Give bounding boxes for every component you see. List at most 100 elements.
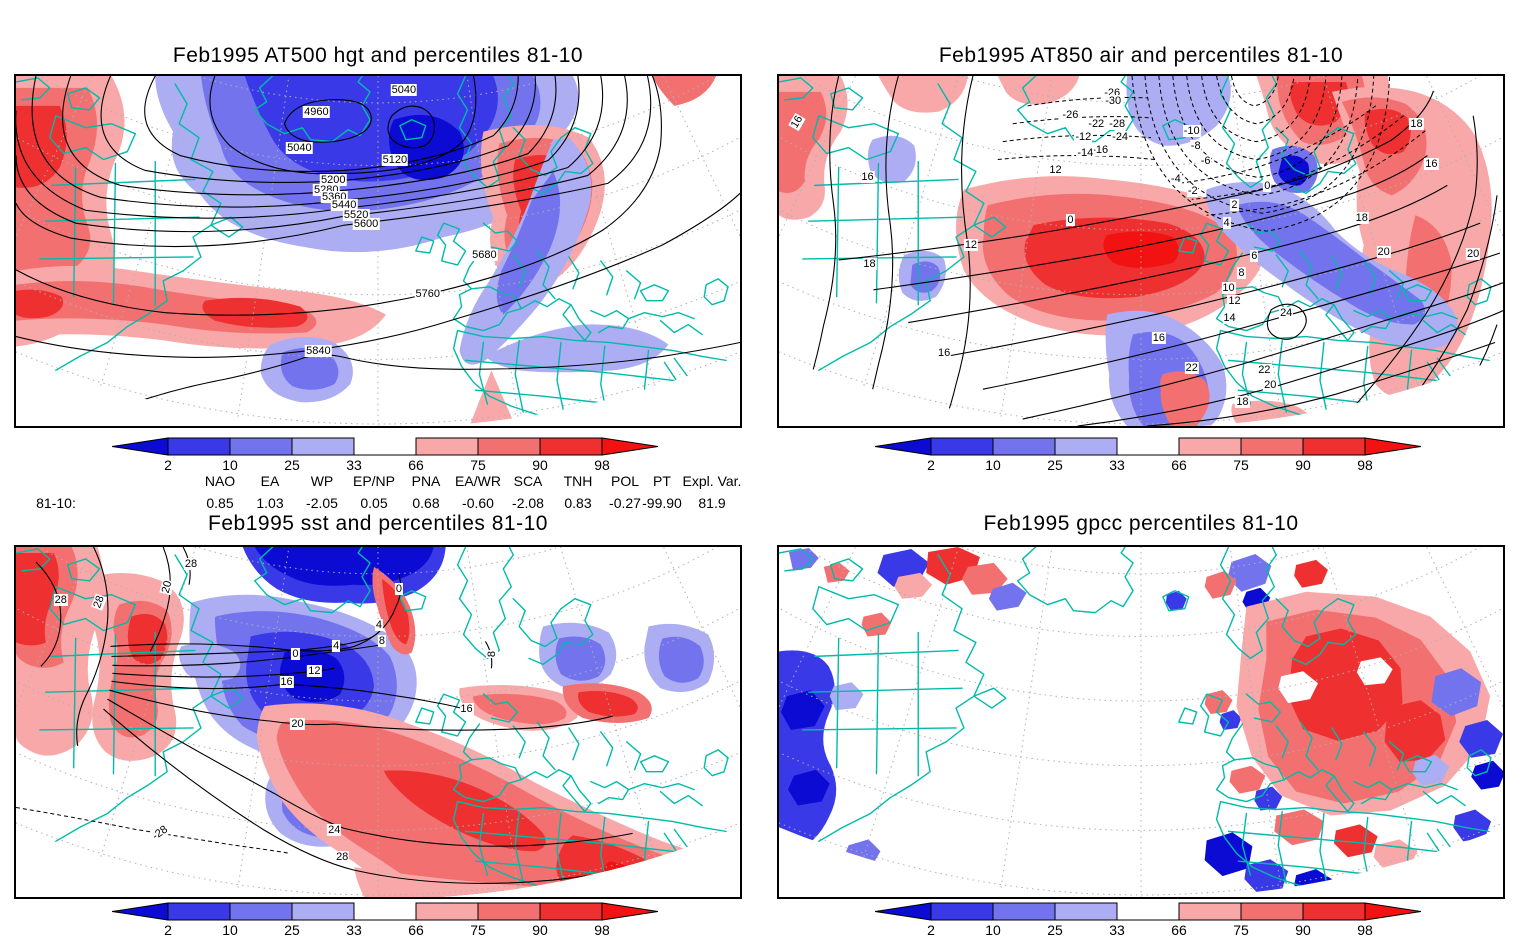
contour-label: 6 — [1250, 249, 1259, 262]
contour-label: -10 — [1182, 124, 1201, 137]
tc-value: 81.9 — [698, 495, 726, 511]
svg-text:25: 25 — [1047, 457, 1063, 473]
svg-text:10: 10 — [222, 922, 238, 938]
svg-text:98: 98 — [594, 457, 610, 473]
contour-label: 4 — [374, 618, 384, 631]
contour-label: 28 — [335, 851, 350, 864]
contour-label: 16 — [459, 703, 474, 716]
svg-text:33: 33 — [346, 922, 362, 938]
contour-label: -6 — [1199, 154, 1212, 167]
contour-label: -26 — [1061, 108, 1080, 121]
contour-label: 16 — [279, 676, 294, 689]
map-at500: 5040496050405120520052805360544055205600… — [14, 74, 742, 428]
svg-text:2: 2 — [927, 457, 935, 473]
svg-text:2: 2 — [927, 922, 935, 938]
svg-text:10: 10 — [985, 457, 1001, 473]
contour-label: 4 — [1222, 217, 1231, 230]
svg-text:66: 66 — [1171, 922, 1187, 938]
tc-value: -2.05 — [306, 495, 338, 511]
map-at850: -26 -30 -26 -28 -22 -24 -12 -16 -14 12 -10 -8 -6 -4 -2… — [777, 74, 1505, 428]
tc-header: PT — [653, 473, 671, 489]
contour-label: 5600 — [352, 218, 380, 231]
tc-value: 0.05 — [360, 495, 388, 511]
svg-text:98: 98 — [594, 922, 610, 938]
tc-header: PNA — [411, 473, 441, 489]
svg-text:25: 25 — [1047, 922, 1063, 938]
svg-text:25: 25 — [284, 922, 300, 938]
contour-label: 18 — [862, 257, 877, 270]
contour-label: -12 — [1074, 130, 1093, 143]
tc-header: NAO — [204, 473, 236, 489]
svg-text:75: 75 — [470, 922, 486, 938]
colorbar-at500: 2 10 25 33 66 75 90 98 — [111, 437, 659, 473]
contour-label: 16 — [1151, 331, 1167, 344]
svg-text:33: 33 — [1109, 922, 1125, 938]
tc-header: SCA — [513, 473, 543, 489]
contour-label: 12 — [307, 665, 322, 678]
contour-label: 5440 — [330, 199, 358, 212]
tc-value: 0.85 — [206, 495, 234, 511]
contour-label: -22 — [1087, 117, 1106, 130]
contour-label: -14 — [1076, 146, 1095, 159]
svg-text:98: 98 — [1357, 457, 1373, 473]
tc-value: -0.27 — [609, 495, 641, 511]
contour-label: 5040 — [286, 141, 313, 154]
map-sst: 28 28 28 20 0 4 12 16 4 8 0 8 16 20 24 28 -28 — [14, 545, 742, 899]
contour-label: 12 — [963, 239, 979, 252]
contour-label: 28 — [53, 593, 68, 606]
contour-label: 18 — [1409, 117, 1424, 130]
contour-label: 5840 — [305, 345, 332, 358]
contour-label: 5120 — [381, 153, 409, 166]
contour-label: 5680 — [471, 248, 498, 261]
title-sst: Feb1995 sst and percentiles 81-10 — [208, 512, 548, 535]
colorbar-sst: 2 10 25 33 66 75 90 98 — [111, 902, 659, 938]
svg-text:33: 33 — [1109, 457, 1125, 473]
contour-label: 16 — [936, 347, 952, 360]
svg-text:10: 10 — [222, 457, 238, 473]
tc-header: WP — [310, 473, 334, 489]
tc-value: 0.83 — [564, 495, 592, 511]
contour-label: 28 — [183, 557, 199, 570]
tc-header: EA/WR — [455, 473, 501, 489]
svg-text:66: 66 — [408, 922, 424, 938]
contour-label: 0 — [1066, 214, 1075, 227]
svg-text:10: 10 — [985, 922, 1001, 938]
contour-label: 24 — [1279, 306, 1294, 319]
contour-label: 24 — [327, 824, 342, 837]
contour-label: -4 — [1169, 173, 1182, 186]
tc-header: EA — [260, 473, 280, 489]
contour-label: 12 — [1048, 164, 1063, 177]
contour-label: -2 — [1186, 185, 1199, 198]
contour-label: 4 — [332, 640, 341, 653]
tc-value: 0.68 — [412, 495, 440, 511]
tc-value: 1.03 — [256, 495, 284, 511]
contour-label: 5040 — [390, 83, 418, 96]
map-gpcc — [777, 545, 1505, 899]
contour-label: 22 — [1184, 362, 1199, 375]
svg-text:75: 75 — [470, 457, 486, 473]
tc-value: -99.90 — [642, 495, 682, 511]
title-at500: Feb1995 AT500 hgt and percentiles 81-10 — [172, 44, 584, 67]
contour-label: 20 — [1466, 247, 1481, 260]
svg-text:90: 90 — [1295, 457, 1311, 473]
contour-label: -30 — [1104, 94, 1123, 107]
svg-text:25: 25 — [284, 457, 300, 473]
teleconnection-values: 81-10: 0.85 1.03 -2.05 0.05 0.68 -0.60 -2.08 0.8… — [14, 495, 742, 513]
svg-text:90: 90 — [532, 922, 548, 938]
svg-text:2: 2 — [164, 922, 172, 938]
svg-text:98: 98 — [1357, 922, 1373, 938]
contour-label: 16 — [860, 171, 875, 184]
tc-header: Expl. Var. — [682, 473, 742, 489]
contour-label: 10 — [1221, 281, 1236, 294]
contour-label: 5760 — [414, 287, 441, 300]
contour-label: 20 — [1263, 379, 1278, 392]
contour-label: 18 — [1235, 396, 1250, 409]
svg-text:90: 90 — [1295, 922, 1311, 938]
contour-label: 0 — [394, 582, 403, 595]
svg-text:2: 2 — [164, 457, 172, 473]
svg-text:33: 33 — [346, 457, 362, 473]
contour-label: 0 — [1263, 180, 1272, 193]
contour-label: 8 — [486, 650, 499, 659]
contour-label: 22 — [1257, 364, 1272, 377]
